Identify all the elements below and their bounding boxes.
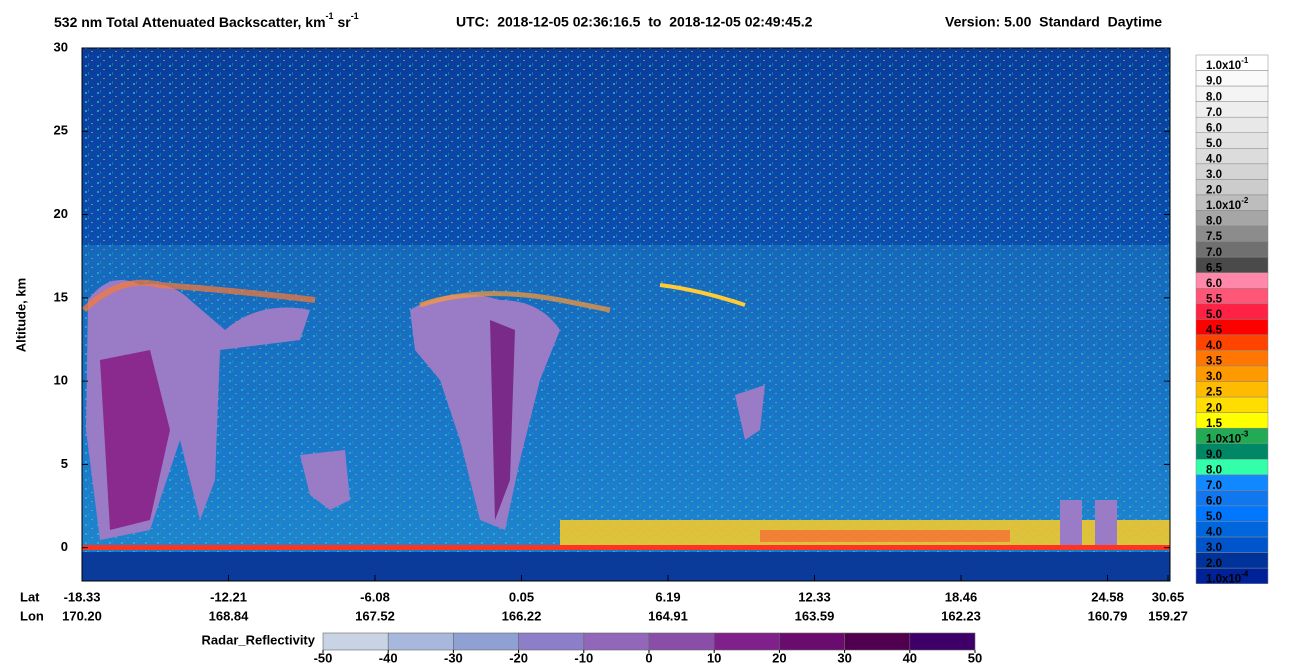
y-tick-label: 5 [61, 456, 68, 471]
radar-swatch [909, 632, 976, 651]
colorbar-label: 2.0 [1206, 402, 1222, 414]
lat-label: Lat [20, 589, 40, 604]
lon-tick-label: 164.91 [648, 608, 688, 623]
colorbar-label: 5.0 [1206, 511, 1222, 523]
lat-tick-label: 18.46 [945, 589, 978, 604]
lon-tick-label: 163.59 [795, 608, 835, 623]
lat-tick-label: -6.08 [360, 589, 390, 604]
colorbar-swatch [1195, 567, 1269, 584]
radar-swatch [322, 632, 389, 651]
colorbar-label: 7.5 [1206, 231, 1223, 243]
lat-tick-label: 0.05 [509, 589, 534, 604]
lat-tick-label: 24.58 [1091, 589, 1124, 604]
y-tick-label: 30 [54, 39, 68, 54]
radar-tick-label: -40 [379, 650, 398, 665]
radar-swatch [518, 632, 585, 651]
radar-swatch [779, 632, 845, 651]
radar-swatch [453, 632, 519, 651]
lon-tick-label: 170.20 [62, 608, 102, 623]
radar-tick-label: 10 [707, 650, 721, 665]
colorbar-label: 6.0 [1206, 122, 1222, 134]
colorbar-label: 8.0 [1206, 465, 1222, 477]
radar-swatch [648, 632, 715, 651]
colorbar-label: 6.5 [1206, 262, 1223, 274]
colorbar-label: 1.0x10-1 [1206, 56, 1249, 72]
colorbar-label: 9.0 [1206, 449, 1222, 461]
radar-tick-label: 0 [645, 650, 652, 665]
y-tick-label: 15 [54, 289, 68, 304]
colorbar-label: 6.0 [1206, 496, 1222, 508]
colorbar-label: 7.0 [1206, 480, 1222, 492]
lon-label: Lon [20, 608, 44, 623]
radar-tick-label: -50 [314, 650, 333, 665]
colorbar-label: 9.0 [1206, 76, 1222, 88]
colorbar-label: 4.0 [1206, 154, 1222, 166]
colorbar-label: 7.0 [1206, 107, 1222, 119]
lon-tick-label: 162.23 [941, 608, 981, 623]
radar-tick-label: -10 [574, 650, 593, 665]
colorbar-label: 7.0 [1206, 247, 1222, 259]
chart-title: 532 nm Total Attenuated Backscatter, km-… [54, 11, 359, 29]
radar-tick-label: 40 [903, 650, 917, 665]
colorbar-label: 4.0 [1206, 527, 1222, 539]
colorbar-label: 1.0x10-2 [1206, 196, 1249, 212]
radar-swatch [713, 632, 780, 651]
y-tick-label: 10 [54, 373, 68, 388]
colorbar-label: 4.5 [1206, 325, 1223, 337]
colorbar-label: 5.0 [1206, 309, 1222, 321]
y-tick-label: 25 [54, 123, 68, 138]
radar-swatch [844, 632, 911, 651]
version: Version: 5.00 Standard Daytime [945, 14, 1162, 30]
colorbar-label: 8.0 [1206, 216, 1222, 228]
radar-tick-label: 20 [772, 650, 786, 665]
lon-tick-label: 167.52 [355, 608, 395, 623]
colorbar-label: 2.0 [1206, 558, 1222, 570]
colorbar-label: 1.5 [1206, 418, 1223, 430]
lon-tick-label: 159.27 [1148, 608, 1188, 623]
colorbar-label: 3.0 [1206, 169, 1222, 181]
colorbar-label: 8.0 [1206, 91, 1222, 103]
radar-label: Radar_Reflectivity [202, 632, 316, 647]
lat-tick-label: -12.21 [210, 589, 247, 604]
lat-tick-label: 12.33 [798, 589, 831, 604]
y-tick-label: 0 [61, 539, 68, 554]
colorbar-label: 5.5 [1206, 293, 1223, 305]
colorbar-label: 4.0 [1206, 340, 1222, 352]
radar-tick-label: 30 [837, 650, 851, 665]
colorbar-label: 3.0 [1206, 542, 1222, 554]
colorbar-label: 3.0 [1206, 371, 1222, 383]
colorbar-label: 1.0x10-3 [1206, 430, 1249, 446]
radar-tick-label: 50 [968, 650, 982, 665]
colorbar-label: 5.0 [1206, 138, 1222, 150]
lat-tick-label: 6.19 [655, 589, 680, 604]
colorbar-label: 3.5 [1206, 356, 1223, 368]
colorbar-label: 1.0x10-4 [1206, 569, 1249, 585]
colorbar-label: 6.0 [1206, 278, 1222, 290]
colorbar-label: 2.0 [1206, 185, 1222, 197]
lon-tick-label: 160.79 [1088, 608, 1128, 623]
radar-tick-label: -30 [444, 650, 463, 665]
y-tick-label: 20 [54, 206, 68, 221]
y-axis-label: Altitude, km [13, 278, 28, 352]
lat-tick-label: -18.33 [64, 589, 101, 604]
backscatter-image [81, 47, 1171, 582]
lon-tick-label: 166.22 [502, 608, 542, 623]
utc-range: UTC: 2018-12-05 02:36:16.5 to 2018-12-05… [456, 14, 813, 30]
lon-tick-label: 168.84 [209, 608, 250, 623]
radar-swatch [387, 632, 454, 651]
radar-swatch [583, 632, 650, 651]
radar-tick-label: -20 [509, 650, 528, 665]
colorbar-label: 2.5 [1206, 387, 1223, 399]
lat-tick-label: 30.65 [1152, 589, 1185, 604]
